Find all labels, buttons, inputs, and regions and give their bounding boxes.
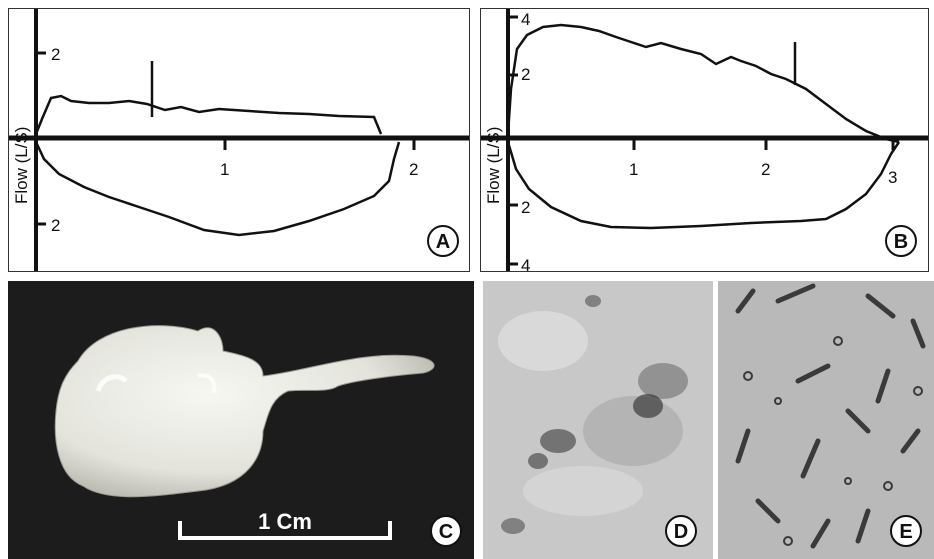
panel-d-histology: D bbox=[483, 281, 713, 559]
scale-bar-label: 1 Cm bbox=[258, 509, 312, 534]
expiratory-curve bbox=[34, 94, 383, 135]
x-tick-label: 2 bbox=[409, 160, 418, 179]
histology-image-d: D bbox=[483, 281, 713, 559]
panel-c-specimen-photo: 1 Cm C bbox=[8, 281, 474, 559]
y-tick-label: 4 bbox=[521, 10, 530, 29]
panel-e-histology: E bbox=[718, 281, 934, 559]
inspiratory-curve bbox=[34, 141, 401, 237]
histology-image-e: E bbox=[718, 281, 934, 559]
y-tick-label: 2 bbox=[521, 198, 530, 217]
panel-letter: C bbox=[439, 521, 453, 543]
expiratory-curve bbox=[506, 23, 900, 144]
panel-b-flow-volume-loop: 4 2 2 4 1 2 3 Flow (L/S) B bbox=[480, 8, 929, 272]
panel-letter-badge bbox=[427, 225, 459, 257]
panel-letter-badge bbox=[430, 515, 462, 547]
flow-volume-plot-b: 4 2 2 4 1 2 3 Flow (L/S) B bbox=[481, 9, 928, 272]
vessel-group bbox=[735, 283, 926, 549]
panel-a-flow-volume-loop: 2 2 1 2 Flow (L/S) A bbox=[8, 8, 470, 272]
x-tick-label: 3 bbox=[888, 168, 897, 187]
flow-volume-plot-a: 2 2 1 2 Flow (L/S) A bbox=[9, 9, 469, 271]
panel-letter: A bbox=[436, 231, 450, 253]
panel-letter: B bbox=[894, 231, 908, 253]
x-tick-label: 1 bbox=[220, 160, 229, 179]
y-tick-label: 4 bbox=[521, 256, 530, 272]
x-tick-label: 1 bbox=[629, 160, 638, 179]
panel-letter: D bbox=[674, 521, 688, 543]
specimen-photo: 1 Cm C bbox=[8, 281, 474, 559]
panel-letter: E bbox=[899, 521, 912, 543]
panel-letter-badge bbox=[665, 515, 697, 547]
y-tick-label: 2 bbox=[51, 45, 60, 64]
inspiratory-curve bbox=[506, 141, 901, 230]
y-axis-label: Flow (L/S) bbox=[12, 127, 31, 204]
y-tick-label: 2 bbox=[51, 216, 60, 235]
specimen bbox=[54, 325, 435, 498]
panel-letter-badge bbox=[890, 515, 922, 547]
y-axis-label: Flow (L/S) bbox=[484, 127, 503, 204]
x-tick-label: 2 bbox=[761, 160, 770, 179]
y-tick-label: 2 bbox=[521, 65, 530, 84]
panel-letter-badge bbox=[885, 225, 917, 257]
